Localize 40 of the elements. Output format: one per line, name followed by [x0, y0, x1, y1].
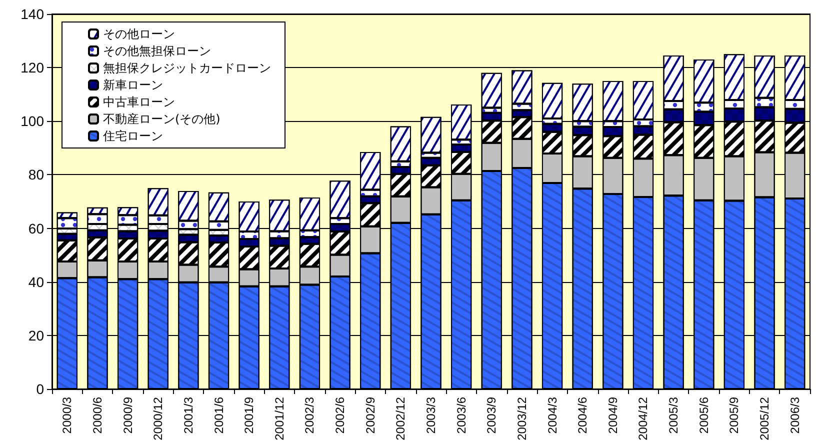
- legend-label: その他無担保ローン: [103, 44, 211, 58]
- x-tick-label: 2002/3: [302, 396, 317, 434]
- legend-label: 中古車ローン: [103, 95, 175, 109]
- y-tick-label: 40: [28, 274, 44, 290]
- x-tick-label: 2003/3: [424, 396, 438, 434]
- x-tick-label: 2004/9: [606, 396, 620, 434]
- x-tick-label: 2005/6: [696, 396, 711, 434]
- x-tick-label: 2003/12: [514, 396, 529, 440]
- legend-label: 新車ローン: [103, 78, 163, 92]
- x-tick-label: 2002/6: [333, 396, 348, 434]
- x-tick-label: 2006/3: [788, 396, 802, 434]
- legend-label: 無担保クレジットカードローン: [103, 61, 271, 75]
- x-tick-label: 2002/9: [363, 396, 378, 434]
- x-tick-label: 2001/9: [242, 396, 256, 434]
- y-tick-label: 20: [28, 327, 44, 344]
- x-tick-label: 2001/12: [272, 396, 286, 440]
- x-tick-label: 2000/12: [151, 396, 166, 440]
- y-tick-label: 100: [20, 113, 44, 130]
- x-tick-label: 2000/9: [120, 396, 135, 434]
- x-tick-label: 2002/12: [394, 396, 408, 440]
- y-tick-label: 0: [36, 381, 44, 397]
- x-tick-label: 2000/3: [60, 396, 74, 434]
- x-tick-label: 2003/9: [484, 396, 499, 434]
- x-tick-label: 2005/3: [666, 396, 681, 434]
- y-tick-label: 120: [20, 60, 44, 76]
- x-tick-label: 2001/6: [212, 396, 226, 434]
- y-tick-label: 80: [28, 166, 44, 183]
- y-tick-label: 60: [28, 220, 44, 236]
- x-tick-label: 2004/3: [545, 396, 560, 434]
- legend-label: 不動産ローン(その他): [103, 112, 220, 126]
- x-tick-label: 2000/6: [90, 396, 104, 434]
- x-tick-label: 2003/6: [454, 396, 468, 434]
- x-tick-label: 2001/3: [181, 396, 196, 434]
- legend-label: その他ローン: [103, 27, 175, 41]
- x-tick-label: 2004/6: [576, 396, 590, 434]
- x-tick-label: 2005/9: [727, 396, 742, 434]
- y-tick-label: 140: [20, 6, 44, 22]
- x-tick-label: 2005/12: [758, 396, 772, 440]
- x-tick-label: 2004/12: [636, 396, 650, 440]
- legend-label: 住宅ローン: [102, 129, 163, 143]
